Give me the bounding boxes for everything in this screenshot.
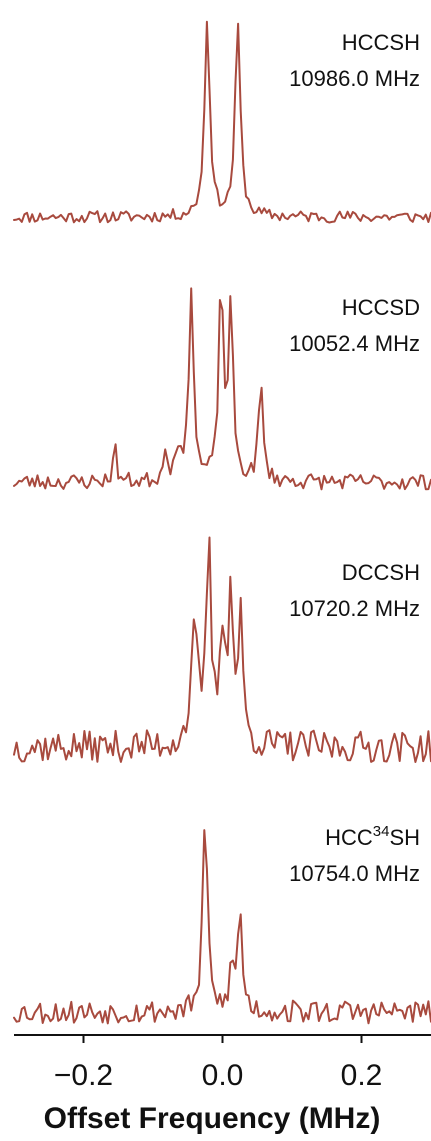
- molecule-label-tail: SH: [389, 825, 420, 850]
- frequency-label: 10720.2 MHz: [289, 596, 420, 621]
- spectrum-panel-4: HCC34SH 10754.0 MHz: [13, 823, 431, 1025]
- spectrum-trace: [13, 536, 431, 763]
- spectrum-panel-1: HCCSH 10986.0 MHz: [13, 20, 431, 224]
- molecule-label-main: HCCSD: [342, 295, 420, 320]
- spectrum-trace: [13, 287, 431, 491]
- molecule-label-main: HCC: [325, 825, 373, 850]
- molecule-label: HCCSD: [342, 295, 420, 320]
- x-tick-label: 0.0: [202, 1059, 244, 1092]
- frequency-label: 10754.0 MHz: [289, 861, 420, 886]
- frequency-label: 10052.4 MHz: [289, 331, 420, 356]
- x-axis: −0.2 0.0 0.2 Offset Frequency (MHz): [14, 1034, 431, 1135]
- molecule-label: HCC34SH: [325, 823, 420, 850]
- x-tick-label: 0.2: [341, 1059, 383, 1092]
- spectrum-panel-2: HCCSD 10052.4 MHz: [13, 287, 431, 491]
- molecule-label: HCCSH: [342, 30, 420, 55]
- x-axis-title: Offset Frequency (MHz): [44, 1102, 381, 1135]
- molecule-label-main: HCCSH: [342, 30, 420, 55]
- molecule-label: DCCSH: [342, 560, 420, 585]
- x-axis-ticks: −0.2 0.0 0.2: [54, 1035, 382, 1092]
- frequency-label: 10986.0 MHz: [289, 66, 420, 91]
- spectrum-panel-3: DCCSH 10720.2 MHz: [13, 536, 431, 763]
- molecule-label-main: DCCSH: [342, 560, 420, 585]
- molecule-label-superscript: 34: [373, 823, 390, 840]
- spectrum-trace: [13, 829, 431, 1025]
- spectrum-trace: [13, 20, 431, 224]
- x-tick-label: −0.2: [54, 1059, 113, 1092]
